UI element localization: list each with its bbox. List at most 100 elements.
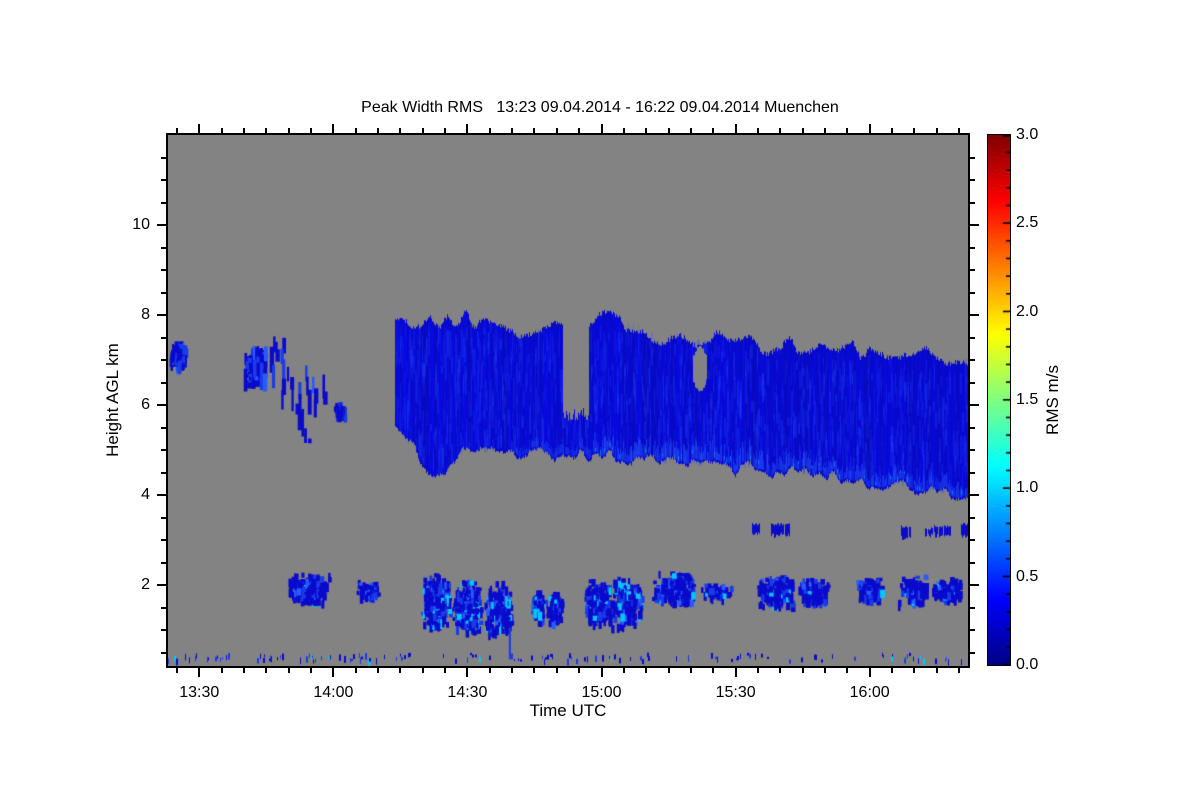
- y-tick-mark: [157, 224, 166, 226]
- y-minor-tick-mark-right: [970, 539, 975, 541]
- x-tick-mark: [466, 668, 469, 677]
- x-tick-label: 13:30: [179, 684, 220, 701]
- x-minor-tick-mark-top: [354, 128, 357, 133]
- x-minor-tick-mark: [578, 668, 581, 673]
- colorbar-canvas: [988, 135, 1010, 665]
- colorbar-tick-label: 0.0: [1016, 656, 1039, 673]
- y-minor-tick-mark: [161, 359, 166, 361]
- x-minor-tick-mark: [801, 668, 804, 673]
- y-minor-tick-mark-right: [970, 291, 975, 294]
- y-minor-tick-mark: [161, 449, 166, 451]
- y-minor-tick-mark: [161, 471, 166, 474]
- x-tick-label: 14:00: [313, 684, 354, 701]
- x-tick-mark: [868, 668, 871, 677]
- x-minor-tick-mark-top: [555, 128, 558, 133]
- y-minor-tick-mark: [161, 426, 166, 429]
- x-minor-tick-mark-top: [533, 128, 536, 133]
- x-tick-mark-top: [734, 124, 737, 133]
- y-tick-label: 4: [141, 486, 150, 503]
- x-minor-tick-mark: [645, 668, 648, 673]
- x-minor-tick-mark-top: [265, 128, 268, 133]
- y-minor-tick-mark-right: [970, 561, 975, 564]
- y-minor-tick-mark: [161, 291, 166, 294]
- y-tick-mark-right: [970, 494, 979, 496]
- y-minor-tick-mark-right: [970, 381, 975, 384]
- x-minor-tick-mark: [354, 668, 357, 673]
- x-tick-mark-top: [868, 124, 871, 133]
- x-minor-tick-mark-top: [645, 128, 648, 133]
- y-minor-tick-mark-right: [970, 179, 975, 181]
- x-minor-tick-mark: [779, 668, 782, 673]
- x-minor-tick-mark: [399, 668, 402, 673]
- y-tick-mark-right: [970, 584, 979, 586]
- y-minor-tick-mark: [161, 156, 166, 159]
- x-minor-tick-mark-top: [823, 128, 826, 133]
- x-minor-tick-mark: [444, 668, 447, 673]
- x-minor-tick-mark-top: [779, 128, 782, 133]
- x-minor-tick-mark-top: [935, 128, 938, 133]
- x-minor-tick-mark: [175, 668, 178, 673]
- x-minor-tick-mark-top: [958, 128, 961, 133]
- colorbar-tick-label: 0.5: [1016, 567, 1039, 585]
- colorbar-tick-label: 2.5: [1016, 214, 1039, 232]
- y-tick-mark: [157, 494, 166, 496]
- x-minor-tick-mark: [242, 668, 245, 673]
- y-tick-mark: [157, 314, 166, 316]
- heatmap-canvas: [168, 135, 968, 666]
- y-minor-tick-mark-right: [970, 359, 975, 361]
- x-minor-tick-mark: [622, 668, 625, 673]
- y-minor-tick-mark: [161, 651, 166, 654]
- x-tick-label: 15:00: [581, 684, 622, 701]
- x-minor-tick-mark-top: [846, 128, 849, 133]
- x-tick-mark-top: [600, 124, 603, 133]
- y-tick-mark-right: [970, 314, 979, 316]
- x-minor-tick-mark: [287, 668, 290, 673]
- y-minor-tick-mark-right: [970, 201, 975, 204]
- y-minor-tick-mark-right: [970, 651, 975, 654]
- y-minor-tick-mark: [161, 246, 166, 249]
- x-minor-tick-mark: [310, 668, 313, 673]
- colorbar: [987, 134, 1011, 666]
- x-minor-tick-mark-top: [578, 128, 581, 133]
- x-minor-tick-mark: [667, 668, 670, 673]
- y-tick-mark: [157, 404, 166, 406]
- x-minor-tick-mark: [421, 668, 424, 673]
- x-minor-tick-mark-top: [377, 128, 380, 133]
- x-minor-tick-mark-top: [689, 128, 692, 133]
- y-tick-label: 8: [141, 306, 150, 323]
- y-tick-mark-right: [970, 224, 979, 226]
- x-minor-tick-mark: [377, 668, 380, 673]
- y-minor-tick-mark-right: [970, 426, 975, 429]
- x-minor-tick-mark: [756, 668, 759, 673]
- x-minor-tick-mark-top: [242, 128, 245, 133]
- x-tick-mark-top: [466, 124, 469, 133]
- x-axis-title: Time UTC: [529, 701, 607, 720]
- x-minor-tick-mark-top: [712, 128, 715, 133]
- x-tick-mark-top: [332, 124, 335, 133]
- x-minor-tick-mark: [555, 668, 558, 673]
- colorbar-title: RMS m/s: [1043, 365, 1062, 435]
- x-minor-tick-mark-top: [310, 128, 313, 133]
- plot-area: [166, 133, 970, 668]
- x-tick-mark: [734, 668, 737, 677]
- x-minor-tick-mark-top: [175, 128, 178, 133]
- x-minor-tick-mark-top: [488, 128, 491, 133]
- x-tick-mark-top: [198, 124, 201, 133]
- x-minor-tick-mark-top: [667, 128, 670, 133]
- y-minor-tick-mark-right: [970, 629, 975, 631]
- x-tick-mark: [198, 668, 201, 677]
- y-minor-tick-mark-right: [970, 336, 975, 339]
- x-minor-tick-mark-top: [421, 128, 424, 133]
- x-minor-tick-mark: [935, 668, 938, 673]
- x-minor-tick-mark: [488, 668, 491, 673]
- x-minor-tick-mark-top: [622, 128, 625, 133]
- x-tick-label: 16:00: [849, 684, 890, 701]
- x-tick-label: 14:30: [447, 684, 488, 701]
- x-minor-tick-mark: [511, 668, 514, 673]
- x-minor-tick-mark-top: [444, 128, 447, 133]
- y-tick-mark: [157, 584, 166, 586]
- y-tick-label: 10: [132, 216, 150, 233]
- y-minor-tick-mark-right: [970, 269, 975, 271]
- y-minor-tick-mark: [161, 179, 166, 181]
